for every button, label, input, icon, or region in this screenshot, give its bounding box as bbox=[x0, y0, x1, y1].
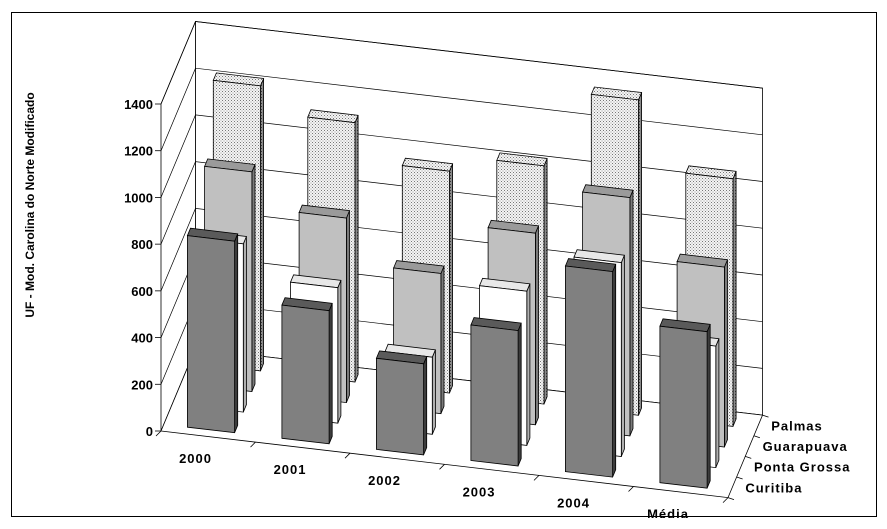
bar-curitiba-2004 bbox=[564, 258, 617, 478]
bar-curitiba-média bbox=[659, 318, 711, 489]
series-label: Ponta Grossa bbox=[754, 460, 851, 475]
bar-curitiba-2003 bbox=[470, 317, 522, 467]
series-label: Palmas bbox=[771, 418, 823, 433]
bar-side bbox=[354, 115, 359, 383]
bar-side bbox=[234, 233, 239, 433]
z-tick-mark bbox=[736, 476, 743, 480]
bar-side bbox=[526, 283, 531, 446]
bar-front bbox=[375, 357, 425, 456]
bar-side bbox=[345, 210, 350, 403]
bar-curitiba-2001 bbox=[281, 297, 333, 445]
y-tick-label: 1400 bbox=[124, 97, 153, 112]
x-tick-label: 2002 bbox=[368, 473, 401, 488]
gridline bbox=[160, 161, 763, 245]
y-tick-label: 0 bbox=[146, 424, 153, 439]
bar-front bbox=[186, 235, 236, 434]
x-tick-mark bbox=[344, 452, 351, 459]
y-tick-label: 600 bbox=[131, 284, 153, 299]
bar-side bbox=[724, 259, 728, 448]
x-tick-label: 2000 bbox=[179, 451, 212, 466]
series-label: Curitiba bbox=[745, 480, 802, 495]
x-tick-mark bbox=[250, 441, 256, 448]
x-tick-label: 2003 bbox=[463, 484, 496, 499]
bar-front bbox=[565, 265, 613, 478]
x-tick-label: 2001 bbox=[274, 462, 307, 477]
z-tick-mark bbox=[762, 414, 769, 418]
gridline bbox=[160, 21, 763, 105]
bar-side bbox=[638, 92, 642, 416]
x-tick-mark bbox=[155, 430, 162, 437]
series-label: Guarapuava bbox=[763, 439, 848, 454]
gridline bbox=[160, 67, 763, 151]
bar-side bbox=[423, 356, 428, 456]
z-tick-mark bbox=[727, 497, 735, 500]
series-labels: Curitiba Ponta Grossa Guarapuava Palmas bbox=[745, 418, 851, 495]
z-tick-mark bbox=[745, 455, 752, 459]
x-tick-label: 2004 bbox=[557, 495, 590, 510]
x-tick-mark bbox=[628, 486, 634, 492]
bar-side bbox=[629, 190, 634, 437]
gridline bbox=[160, 208, 763, 292]
x-tick-mark bbox=[533, 475, 540, 481]
y-tick-label: 400 bbox=[131, 331, 153, 346]
bar-side bbox=[328, 303, 333, 444]
bar-front bbox=[470, 324, 519, 467]
bar-front bbox=[659, 325, 708, 489]
y-tick-label: 200 bbox=[131, 377, 153, 392]
bar-side bbox=[535, 225, 539, 425]
bar-side bbox=[715, 338, 720, 468]
category-labels: 2000 2001 2002 2003 2004 Média bbox=[179, 451, 689, 522]
bar-curitiba-2002 bbox=[375, 350, 428, 456]
bar-side bbox=[732, 171, 737, 427]
bar-side bbox=[706, 324, 711, 489]
bar-side bbox=[431, 349, 436, 435]
bar-side bbox=[337, 280, 342, 424]
x-tick-mark bbox=[722, 497, 729, 503]
bar-side bbox=[612, 264, 617, 478]
z-tick-mark bbox=[753, 435, 761, 439]
bar-side bbox=[449, 163, 454, 394]
bar-front bbox=[281, 304, 330, 445]
bar-side bbox=[260, 78, 265, 372]
y-tick-label: 800 bbox=[131, 237, 153, 252]
gridline bbox=[160, 114, 763, 198]
bar-side bbox=[440, 265, 445, 414]
y-axis-title: UF - Mod. Carolina do Norte Modificado bbox=[23, 92, 37, 317]
y-tick-label: 1200 bbox=[124, 144, 153, 159]
bar-side bbox=[543, 158, 548, 405]
bars bbox=[186, 72, 737, 489]
bar-side bbox=[251, 164, 256, 392]
bar-side bbox=[620, 255, 625, 457]
bar-side bbox=[242, 236, 247, 413]
y-tick-label: 1000 bbox=[124, 190, 153, 205]
x-tick-mark bbox=[439, 464, 445, 470]
chart-svg: 0200400600800100012001400200020012002200… bbox=[23, 21, 851, 522]
bar-side bbox=[517, 322, 522, 467]
x-tick-label: Média bbox=[647, 506, 689, 518]
bar-curitiba-2000 bbox=[186, 227, 239, 434]
chart-frame: 0 200 400 600 800 1000 1200 1400 2000 2001 2002 200… bbox=[11, 12, 877, 522]
